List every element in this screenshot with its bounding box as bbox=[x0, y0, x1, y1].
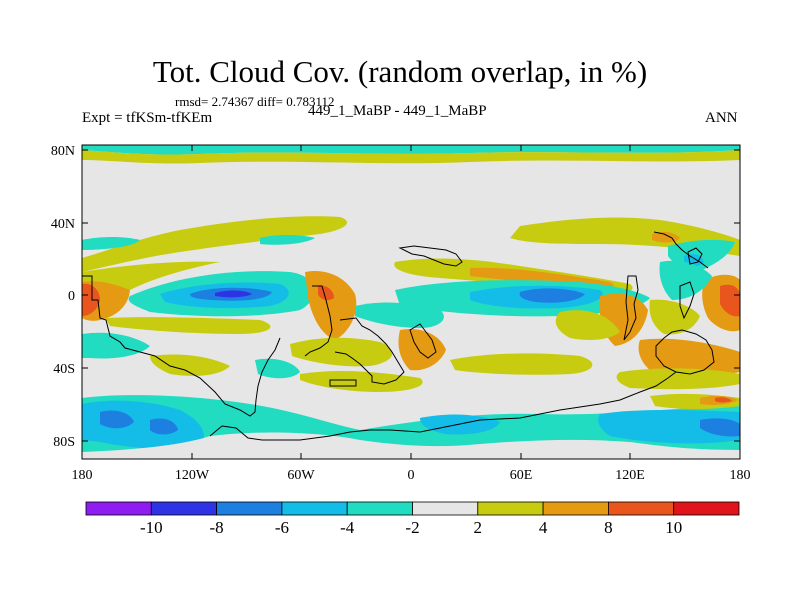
eq-red-east-edge bbox=[720, 284, 740, 317]
colorbar-label: 2 bbox=[474, 518, 483, 537]
coast-australia bbox=[655, 329, 715, 375]
lat-tick-labels: 80N 40N 0 40S 80S bbox=[51, 144, 75, 450]
so-blue-east bbox=[700, 418, 740, 437]
so-blue-patch-1 bbox=[100, 410, 134, 429]
stats-text: rmsd= 2.74367 diff= 0.783112 bbox=[175, 94, 335, 109]
coastlines bbox=[82, 231, 715, 441]
lon-label-60e: 60E bbox=[510, 468, 533, 483]
plot-title: Tot. Cloud Cov. (random overlap, in %) bbox=[152, 54, 648, 89]
lat-label-eq: 0 bbox=[68, 289, 75, 304]
coast-japan bbox=[687, 247, 703, 265]
colorbar-box bbox=[85, 501, 152, 516]
colorbar-labels: -10 -8 -6 -4 -2 2 4 8 10 bbox=[140, 518, 682, 537]
colorbar bbox=[85, 501, 740, 516]
season-label: ANN bbox=[705, 110, 738, 126]
eq-blue-east bbox=[519, 288, 585, 303]
lat-label-80n: 80N bbox=[51, 144, 75, 159]
colorbar-label: -4 bbox=[340, 518, 355, 537]
so-lightblue-east bbox=[598, 410, 740, 444]
nh-cyan-atlantic bbox=[82, 237, 140, 250]
lon-label-120w: 120W bbox=[175, 468, 210, 483]
eq-yellow-maritime bbox=[555, 310, 620, 340]
lon-label-60w: 60W bbox=[287, 468, 315, 483]
antarctica-neutral bbox=[82, 432, 740, 459]
colorbar-box bbox=[673, 501, 740, 516]
colorbar-label: -10 bbox=[140, 518, 163, 537]
lon-tick-labels: 180 120W 60W 0 60E 120E 180 bbox=[72, 468, 751, 483]
colorbar-box bbox=[281, 501, 348, 516]
lon-tick-marks bbox=[81, 145, 741, 459]
eq-red-spot bbox=[318, 285, 334, 301]
arctic-yellow-band bbox=[82, 150, 740, 164]
colorbar-label: 10 bbox=[665, 518, 682, 537]
lat-label-40n: 40N bbox=[51, 217, 75, 232]
colorbar-label: 8 bbox=[604, 518, 613, 537]
coast-africa-south bbox=[334, 317, 405, 385]
coast-indonesia bbox=[623, 275, 639, 341]
sh-yellow-africa bbox=[290, 337, 393, 367]
eq-yellow-south-west bbox=[105, 317, 271, 334]
coast-south-america bbox=[82, 275, 281, 417]
lat-label-80s: 80S bbox=[53, 435, 75, 450]
sh-orange-indian bbox=[638, 338, 740, 377]
colorbar-box bbox=[216, 501, 283, 516]
eq-orange-amazon bbox=[305, 270, 357, 340]
colorbar-box bbox=[608, 501, 675, 516]
lon-label-0: 0 bbox=[408, 468, 415, 483]
lon-label-120e: 120E bbox=[615, 468, 645, 483]
lat-label-40s: 40S bbox=[53, 362, 75, 377]
coast-madagascar bbox=[409, 323, 437, 359]
lat-tick-marks bbox=[82, 149, 740, 442]
coast-philippines bbox=[679, 281, 695, 320]
lon-label-180w: 180 bbox=[72, 468, 93, 483]
nh-cyan-small bbox=[260, 235, 315, 245]
colorbar-box bbox=[150, 501, 218, 516]
eq-yellow-east-pac bbox=[649, 299, 700, 335]
sh-cyan-se-pac bbox=[82, 332, 150, 359]
coast-antarctica-peninsula bbox=[329, 379, 357, 387]
colorbar-label: 4 bbox=[539, 518, 548, 537]
sh-orange-africa bbox=[398, 328, 446, 371]
colorbar-label: -8 bbox=[210, 518, 224, 537]
experiment-label: Expt = tfKSm-tfKEm bbox=[82, 110, 213, 126]
lon-label-180e: 180 bbox=[730, 468, 751, 483]
coast-africa-west bbox=[304, 285, 333, 357]
sh-yellow-indian bbox=[450, 353, 593, 375]
eq-darkblue-west bbox=[215, 290, 252, 298]
contour-fields bbox=[82, 145, 740, 459]
sh-yellow-se-pac bbox=[150, 354, 230, 376]
so-red-east bbox=[715, 397, 732, 403]
sh-yellow-south-atl bbox=[300, 371, 423, 392]
coast-arabia bbox=[398, 245, 463, 267]
nh-yellow-west bbox=[82, 216, 348, 272]
colorbar-box bbox=[477, 501, 544, 516]
eq-red-west bbox=[82, 283, 100, 316]
colorbar-label: -6 bbox=[275, 518, 289, 537]
eq-cyan-east-pac bbox=[659, 260, 712, 300]
colorbar-box bbox=[542, 501, 609, 516]
colorbar-box bbox=[346, 501, 413, 516]
sh-yellow-south-pac bbox=[616, 368, 740, 390]
so-blue-patch-2 bbox=[150, 418, 178, 435]
coast-antarctica bbox=[209, 371, 677, 441]
colorbar-label: -2 bbox=[405, 518, 419, 537]
eq-yellow-belt-west bbox=[82, 261, 220, 290]
colorbar-box bbox=[412, 501, 479, 516]
case-subtitle: 449_1_MaBP - 449_1_MaBP bbox=[308, 103, 487, 119]
